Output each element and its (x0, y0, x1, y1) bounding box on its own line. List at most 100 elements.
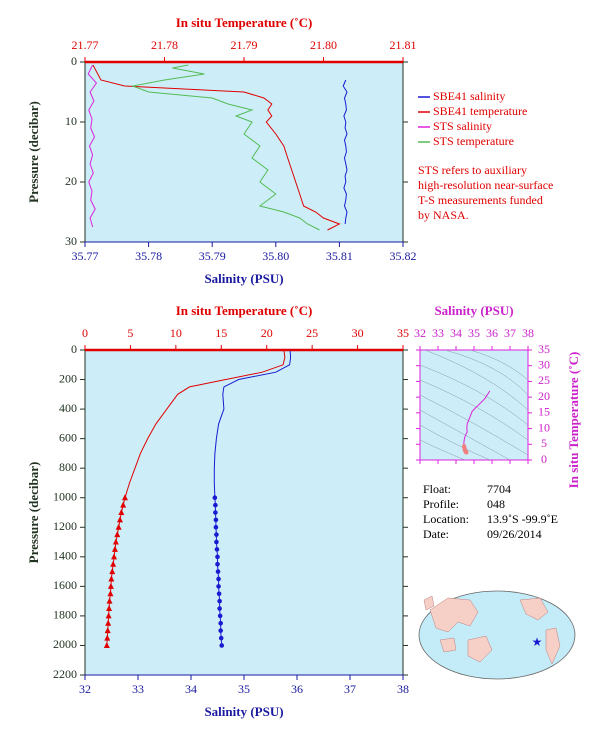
marker (212, 495, 218, 501)
plot-area (419, 349, 529, 461)
x2-tick-label: 10 (170, 326, 182, 340)
x2-tick-label: 30 (352, 326, 364, 340)
marker (214, 539, 219, 545)
profile-line (87, 64, 98, 228)
marker (105, 619, 112, 626)
y-tick-label: 1800 (53, 608, 77, 622)
y-axis-title: Pressure (decibar) (26, 462, 41, 564)
float-star: ★ (532, 635, 543, 649)
y-axis-title: Pressure (decibar) (26, 101, 41, 203)
y-tick-label: 200 (59, 371, 77, 385)
marker (219, 643, 225, 648)
x-tick-label: 35.77 (72, 249, 99, 263)
y-tick-label: 35 (538, 342, 550, 356)
y-tick-label: 1200 (53, 519, 77, 533)
marker (107, 590, 114, 597)
marker (217, 606, 222, 611)
x2-axis-title: In situ Temperature (˚C) (176, 15, 313, 30)
y-tick-label: 1000 (53, 489, 77, 503)
x2-tick-label: 0 (82, 326, 88, 340)
marker (107, 582, 114, 589)
y-tick-label: 400 (59, 401, 77, 415)
info-label: Float: (423, 482, 451, 496)
marker (111, 545, 118, 552)
x2-tick-label: 21.78 (151, 38, 178, 52)
x-tick-label: 36 (486, 326, 498, 340)
x-tick-label: 34 (185, 682, 197, 696)
legend-label: STS temperature (433, 134, 514, 148)
x-tick-label: 33 (432, 326, 444, 340)
x-axis-title: Salinity (PSU) (434, 303, 513, 318)
x-tick-label: 35.82 (390, 249, 417, 263)
marker (217, 598, 222, 604)
marker (103, 641, 110, 648)
y-tick-label: 25 (538, 373, 550, 387)
note-text: T-S measurements funded (418, 193, 543, 207)
y-axis-title: In situ Temperature (˚C) (566, 352, 581, 489)
x-tick-label: 37 (344, 682, 356, 696)
marker (106, 605, 113, 612)
y-tick-label: 15 (538, 405, 550, 419)
x2-axis-title: In situ Temperature (˚C) (176, 303, 313, 318)
marker (120, 501, 127, 508)
x-tick-label: 35.78 (135, 249, 162, 263)
x-tick-label: 35 (468, 326, 480, 340)
x2-tick-label: 25 (306, 326, 318, 340)
plot-area (85, 350, 403, 675)
y-tick-label: 2000 (53, 637, 77, 651)
marker (216, 584, 221, 589)
legend-label: STS salinity (433, 119, 492, 133)
note-text: high-resolution near-surface (418, 178, 553, 192)
ts-marker (464, 450, 469, 455)
info-value: 048 (487, 497, 505, 511)
x-axis-title: Salinity (PSU) (204, 271, 283, 286)
legend-label: SBE41 salinity (433, 89, 505, 103)
marker (110, 560, 117, 567)
info-label: Profile: (423, 497, 459, 511)
profile-line (124, 350, 286, 498)
x-tick-label: 35.80 (262, 249, 289, 263)
y-tick-label: 1400 (53, 549, 77, 563)
x-tick-label: 33 (132, 682, 144, 696)
marker (213, 524, 219, 530)
note-text: STS refers to auxiliary (418, 163, 527, 177)
x-axis-title: Salinity (PSU) (204, 704, 283, 719)
marker (214, 532, 219, 537)
marker (114, 531, 121, 538)
x-tick-label: 32 (79, 682, 91, 696)
x-tick-label: 36 (291, 682, 303, 696)
density-contours (420, 350, 528, 460)
y-tick-label: 0 (541, 452, 547, 466)
marker (105, 612, 112, 619)
profile-line (342, 79, 348, 225)
info-value: 09/26/2014 (487, 527, 542, 541)
marker (215, 569, 221, 574)
marker (106, 597, 113, 604)
y-tick-label: 2200 (53, 667, 77, 681)
y-tick-label: 5 (541, 436, 547, 450)
x2-tick-label: 5 (127, 326, 133, 340)
x2-tick-label: 21.80 (310, 38, 337, 52)
y-tick-label: 20 (65, 174, 77, 188)
x-tick-label: 35.81 (326, 249, 353, 263)
y-tick-label: 0 (71, 54, 77, 68)
info-label: Date: (423, 527, 449, 541)
marker (121, 494, 128, 501)
ts-line (463, 390, 491, 447)
marker (218, 628, 223, 633)
y-tick-label: 20 (538, 389, 550, 403)
marker (218, 635, 224, 641)
x-tick-label: 32 (414, 326, 426, 340)
info-label: Location: (423, 512, 469, 526)
info-value: 7704 (487, 482, 511, 496)
note-text: by NASA. (418, 208, 469, 222)
y-tick-label: 800 (59, 460, 77, 474)
x-tick-label: 34 (450, 326, 462, 340)
marker (216, 591, 222, 597)
x2-tick-label: 21.79 (231, 38, 258, 52)
marker (214, 547, 220, 552)
marker (104, 634, 111, 641)
marker (213, 517, 219, 523)
y-tick-label: 1600 (53, 578, 77, 592)
marker (118, 509, 125, 515)
